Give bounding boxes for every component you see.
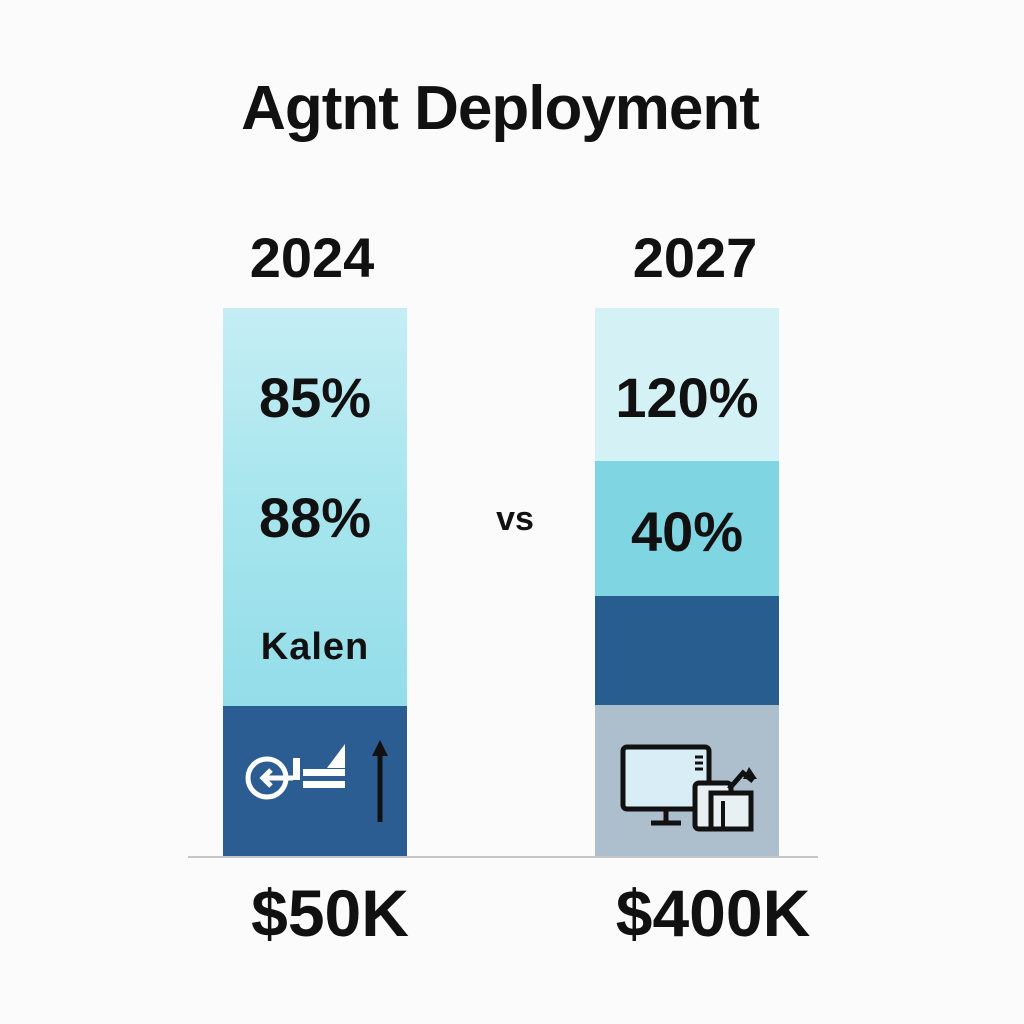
bar-2027-segment-2 [595, 461, 779, 596]
bar-2027-segment-3 [595, 596, 779, 705]
chart-title: Agtnt Deployment [241, 74, 760, 143]
computer-monitor-robot-icon [619, 735, 759, 835]
bar-2024-segment-light [223, 308, 407, 706]
year-label-2027: 2027 [632, 226, 758, 289]
bar-2027: 120% 40% [595, 308, 779, 857]
vs-label: vs [496, 500, 534, 538]
bar-2027-segment-1 [595, 308, 779, 461]
bar-2024-value-2: 88% [258, 486, 372, 549]
bar-2024: 85% 88% Kalеn [223, 308, 407, 857]
bar-2027-value-1: 120% [615, 366, 759, 429]
year-label-2024: 2024 [249, 226, 375, 289]
cost-label-2024: $50K [251, 876, 409, 950]
target-arrow-growth-icon [241, 736, 397, 826]
bar-2024-value-1: 85% [258, 366, 372, 429]
chart-baseline [188, 856, 818, 858]
bar-2027-segment-4 [595, 705, 779, 857]
cost-label-2027: $400K [615, 876, 811, 950]
bar-2024-segment-navy [223, 706, 407, 857]
bar-2024-value-3: Kalеn [260, 626, 370, 668]
bar-2027-value-2: 40% [630, 500, 744, 563]
